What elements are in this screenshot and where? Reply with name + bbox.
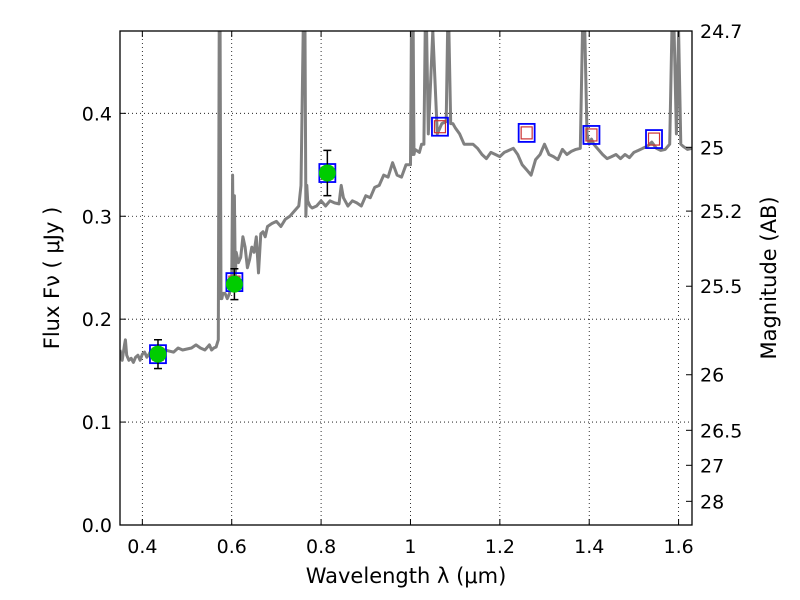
y2-tick-label: 25.5 — [700, 276, 742, 298]
x-tick-label: 0.6 — [217, 536, 247, 558]
x-tick-label: 1 — [404, 536, 416, 558]
y2-axis-label: Magnitude (AB) — [757, 196, 781, 359]
spectrum-layer — [120, 31, 692, 364]
y-ticks: 0.0 0.1 0.2 0.3 0.4 — [82, 103, 126, 537]
x-tick-label: 1.6 — [663, 536, 693, 558]
x-ticks: 0.4 0.6 0.8 1 1.2 1.4 1.6 — [127, 31, 694, 558]
x-tick-label: 1.2 — [485, 536, 515, 558]
observed-markers — [149, 149, 336, 370]
x-tick-label: 1.4 — [574, 536, 604, 558]
y2-tick-label: 24.7 — [700, 21, 742, 43]
x-tick-label: 0.4 — [127, 536, 157, 558]
y2-tick-label: 28 — [700, 491, 724, 513]
model-markers — [149, 116, 663, 365]
model-inner-marker — [433, 120, 447, 134]
y2-tick-label: 25.2 — [700, 201, 742, 223]
y2-tick-label: 27 — [700, 455, 724, 477]
model-inner-marker — [520, 126, 533, 140]
y-tick-label: 0.3 — [82, 206, 112, 228]
y2-tick-label: 26 — [700, 365, 724, 387]
observed-point — [318, 164, 336, 182]
model-inner-marker — [585, 128, 598, 142]
y-axis-label: Flux Fν ( μJy ) — [40, 207, 64, 350]
x-tick-label: 0.8 — [306, 536, 336, 558]
y2-ticks: 24.7 25 25.2 25.5 26 26.5 27 28 — [686, 21, 742, 513]
observed-point — [149, 345, 167, 363]
plot-frame — [119, 30, 693, 526]
model-box-marker — [645, 129, 663, 149]
observed-point — [225, 275, 243, 293]
y-tick-label: 0.2 — [82, 309, 112, 331]
model-box-marker — [582, 125, 601, 145]
model-inner-marker — [647, 132, 661, 146]
y2-tick-label: 25 — [700, 137, 724, 159]
spectrum-line — [120, 31, 692, 364]
model-box-marker — [517, 122, 536, 143]
grid — [120, 31, 692, 526]
y2-tick-label: 26.5 — [700, 420, 742, 442]
x-axis-label: Wavelength λ (μm) — [306, 564, 507, 588]
axes — [119, 30, 693, 526]
y-tick-label: 0.0 — [82, 515, 112, 537]
y-tick-label: 0.1 — [82, 412, 112, 434]
y-tick-label: 0.4 — [82, 103, 112, 125]
model-box-marker — [431, 116, 449, 137]
